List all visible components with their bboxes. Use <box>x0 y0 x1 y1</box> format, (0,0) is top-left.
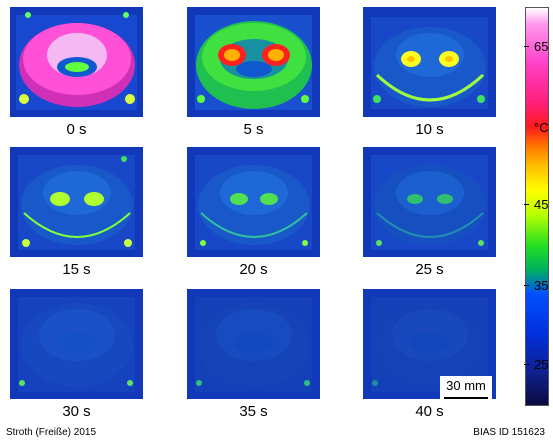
thermal-frame-25s <box>363 147 496 257</box>
thermal-frame-10s <box>363 7 496 117</box>
tick-mark <box>524 285 529 286</box>
thermal-image <box>363 7 496 117</box>
color-scale-tick: 45 <box>534 197 549 212</box>
thermal-image <box>10 289 143 399</box>
thermal-image <box>363 289 496 399</box>
thermal-image <box>10 7 143 117</box>
color-scale-tick: 35 <box>534 278 549 293</box>
frame-label: 40 s <box>415 403 444 420</box>
thermal-image <box>187 7 320 117</box>
frame-label: 30 s <box>62 403 91 420</box>
frame-label: 35 s <box>239 403 268 420</box>
thermal-image <box>187 147 320 257</box>
frame-label: 15 s <box>62 261 91 278</box>
thermal-image <box>187 289 320 399</box>
thermal-frame-15s <box>10 147 143 257</box>
color-scale-unit: °C <box>534 120 549 135</box>
frame-label: 5 s <box>243 121 264 138</box>
thermal-image <box>10 147 143 257</box>
scale-bar-label: 30 mm <box>446 378 486 393</box>
tick-mark <box>524 204 529 205</box>
color-scale-tick: 25 <box>534 357 549 372</box>
scale-bar: 30 mm <box>440 376 492 402</box>
thermal-frame-35s <box>187 289 320 399</box>
thermal-frame-20s <box>187 147 320 257</box>
frame-label: 20 s <box>239 261 268 278</box>
credit-text: Stroth (Freiße) 2015 <box>6 427 97 438</box>
temperature-color-scale <box>525 7 549 406</box>
tick-mark <box>524 364 529 365</box>
thermal-frame-30s <box>10 289 143 399</box>
thermal-frame-0s <box>10 7 143 117</box>
frame-label: 0 s <box>66 121 87 138</box>
scale-bar-line <box>444 397 488 399</box>
thermal-image <box>363 147 496 257</box>
thermal-frame-5s <box>187 7 320 117</box>
bias-id-text: BIAS ID 151623 <box>473 427 545 438</box>
color-scale-tick: 65 <box>534 39 549 54</box>
frame-label: 25 s <box>415 261 444 278</box>
tick-mark <box>524 46 529 47</box>
frame-label: 10 s <box>415 121 444 138</box>
